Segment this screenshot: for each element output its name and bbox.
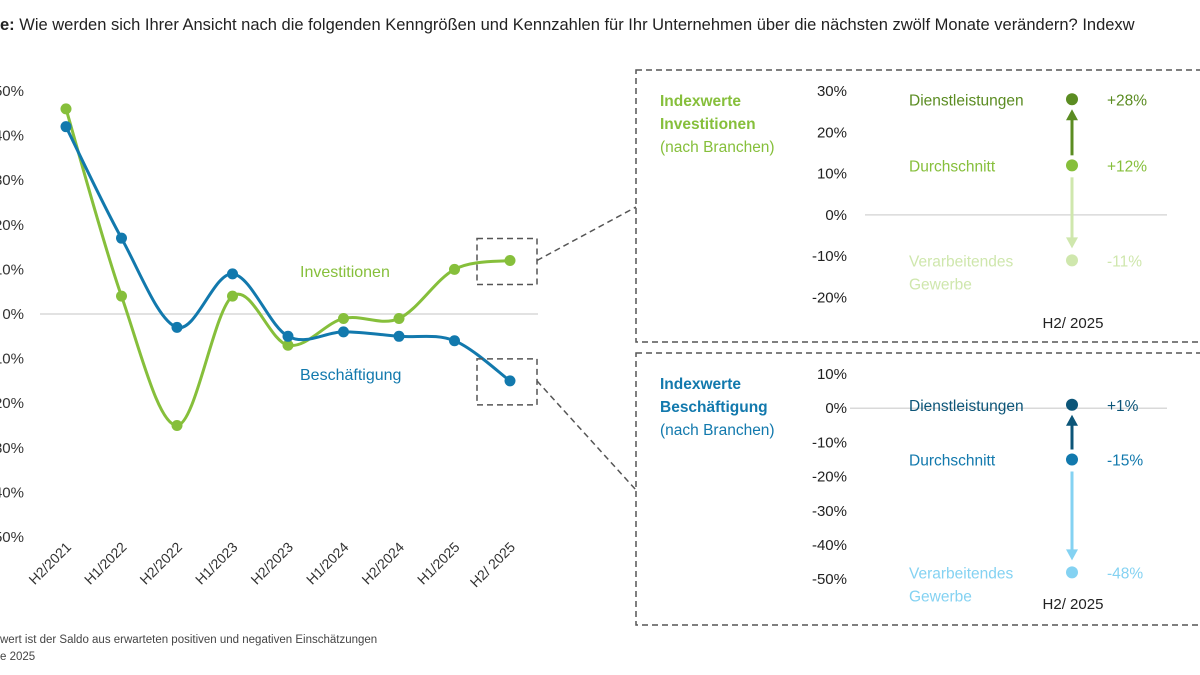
data-point-beschaeftigung (393, 330, 405, 342)
series-label-beschaeftigung: Beschäftigung (300, 367, 401, 384)
panel-y-tick-label: 20% (817, 124, 847, 141)
footnote-2: e 2025 (0, 651, 36, 663)
data-point-investitionen (116, 290, 127, 302)
arrow-up-head (1066, 109, 1078, 121)
panel-point-label: Verarbeitendes (909, 565, 1014, 582)
panel-y-tick-label: -40% (812, 537, 847, 554)
x-tick-label: H2/ 2025 (467, 539, 519, 591)
y-tick-label: -50% (0, 529, 24, 546)
panel-title-line: Indexwerte (660, 376, 741, 393)
panel-y-tick-label: -20% (812, 469, 847, 486)
series-line-investitionen (64, 108, 511, 428)
data-point-beschaeftigung (504, 375, 516, 387)
panel-point (1066, 453, 1078, 466)
y-tick-label: 0% (2, 306, 24, 323)
data-point-beschaeftigung (171, 321, 183, 333)
data-point-beschaeftigung (449, 335, 460, 347)
panel-y-tick-label: 0% (825, 400, 847, 417)
y-tick-label: -10% (0, 351, 24, 368)
panel-value-label: +28% (1107, 92, 1147, 109)
data-point-beschaeftigung (282, 330, 294, 342)
panel-value-label: +1% (1107, 398, 1139, 415)
panel-category-label: H2/ 2025 (1043, 596, 1104, 613)
x-tick-label: H1/2023 (192, 539, 241, 588)
panel-box-1 (635, 352, 1200, 626)
panel-point-label: Dienstleistungen (909, 398, 1024, 415)
y-tick-label: 30% (0, 172, 24, 189)
y-tick-label: 20% (0, 217, 24, 234)
x-tick-label: H2/2024 (358, 539, 407, 588)
panel-point-label: Durchschnitt (909, 453, 996, 470)
panel-y-tick-label: -10% (812, 434, 847, 451)
panel-y-tick-label: -20% (812, 290, 847, 307)
title-prefix: e: (0, 16, 15, 34)
footnote-1: wert ist der Saldo aus erwarteten positi… (0, 634, 378, 646)
y-tick-label: -40% (0, 484, 24, 501)
panel-value-label: -11% (1107, 253, 1142, 270)
panel-title-line: Indexwerte (660, 93, 741, 110)
arrow-down-head (1066, 237, 1078, 249)
connector-line (536, 380, 637, 491)
panel-category-label: H2/ 2025 (1043, 315, 1104, 332)
panel-y-tick-label: 0% (825, 207, 847, 224)
chart-title: e: Wie werden sich Ihrer Ansicht nach di… (0, 16, 1135, 35)
x-tick-label: H1/2022 (81, 539, 130, 588)
data-point-investitionen (449, 263, 460, 275)
highlight-box (476, 237, 538, 286)
panel-y-tick-label: 10% (817, 166, 847, 183)
x-tick-label: H1/2025 (414, 539, 463, 588)
panel-title-line: Beschäftigung (660, 399, 768, 416)
panel-y-tick-label: -50% (812, 571, 847, 588)
x-tick-label: H1/2024 (303, 539, 352, 588)
panel-title-line: Investitionen (660, 116, 756, 133)
y-tick-label: -20% (0, 395, 24, 412)
panel-point-label: Gewerbe (909, 276, 972, 293)
x-tick-label: H2/2022 (136, 539, 185, 588)
panel-title-line: (nach Branchen) (660, 139, 775, 156)
x-tick-label: H2/2023 (247, 539, 296, 588)
panel-point (1066, 566, 1078, 579)
panel-y-tick-label: 30% (817, 83, 847, 100)
panel-point (1066, 254, 1078, 267)
connector-line (536, 206, 637, 262)
panel-y-tick-label: 10% (817, 366, 847, 383)
data-point-investitionen (227, 290, 238, 302)
panel-value-label: -15% (1107, 453, 1143, 470)
data-point-investitionen (60, 103, 72, 115)
title-text: Wie werden sich Ihrer Ansicht nach die f… (14, 16, 1135, 34)
panel-value-label: +12% (1107, 158, 1147, 175)
panel-point-label: Durchschnitt (909, 158, 996, 175)
panel-y-tick-label: -30% (812, 503, 847, 520)
y-tick-label: 10% (0, 261, 24, 278)
arrow-up-head (1066, 414, 1078, 426)
y-tick-label: 40% (0, 128, 24, 145)
data-point-beschaeftigung (338, 326, 349, 338)
series-label-investitionen: Investitionen (300, 264, 390, 281)
x-tick-label: H2/2021 (25, 539, 74, 588)
y-tick-label: 50% (0, 83, 24, 100)
panel-box-0 (635, 69, 1200, 343)
data-point-investitionen (504, 254, 516, 266)
panel-point-label: Verarbeitendes (909, 253, 1014, 270)
y-tick-label: -30% (0, 440, 24, 457)
panel-point-label: Gewerbe (909, 588, 972, 605)
data-point-beschaeftigung (60, 121, 72, 133)
data-point-investitionen (338, 312, 349, 324)
panel-point (1066, 159, 1078, 172)
panel-point-label: Dienstleistungen (909, 92, 1024, 109)
panel-y-tick-label: -10% (812, 248, 847, 265)
panel-point (1066, 398, 1078, 411)
data-point-investitionen (171, 420, 183, 431)
panel-value-label: -48% (1107, 565, 1143, 582)
data-point-beschaeftigung (227, 268, 238, 280)
panel-point (1066, 93, 1078, 106)
panel-title-line: (nach Branchen) (660, 422, 775, 439)
arrow-down-head (1066, 549, 1078, 561)
data-point-beschaeftigung (116, 232, 127, 244)
data-point-investitionen (393, 312, 405, 324)
data-point-investitionen (282, 339, 294, 351)
